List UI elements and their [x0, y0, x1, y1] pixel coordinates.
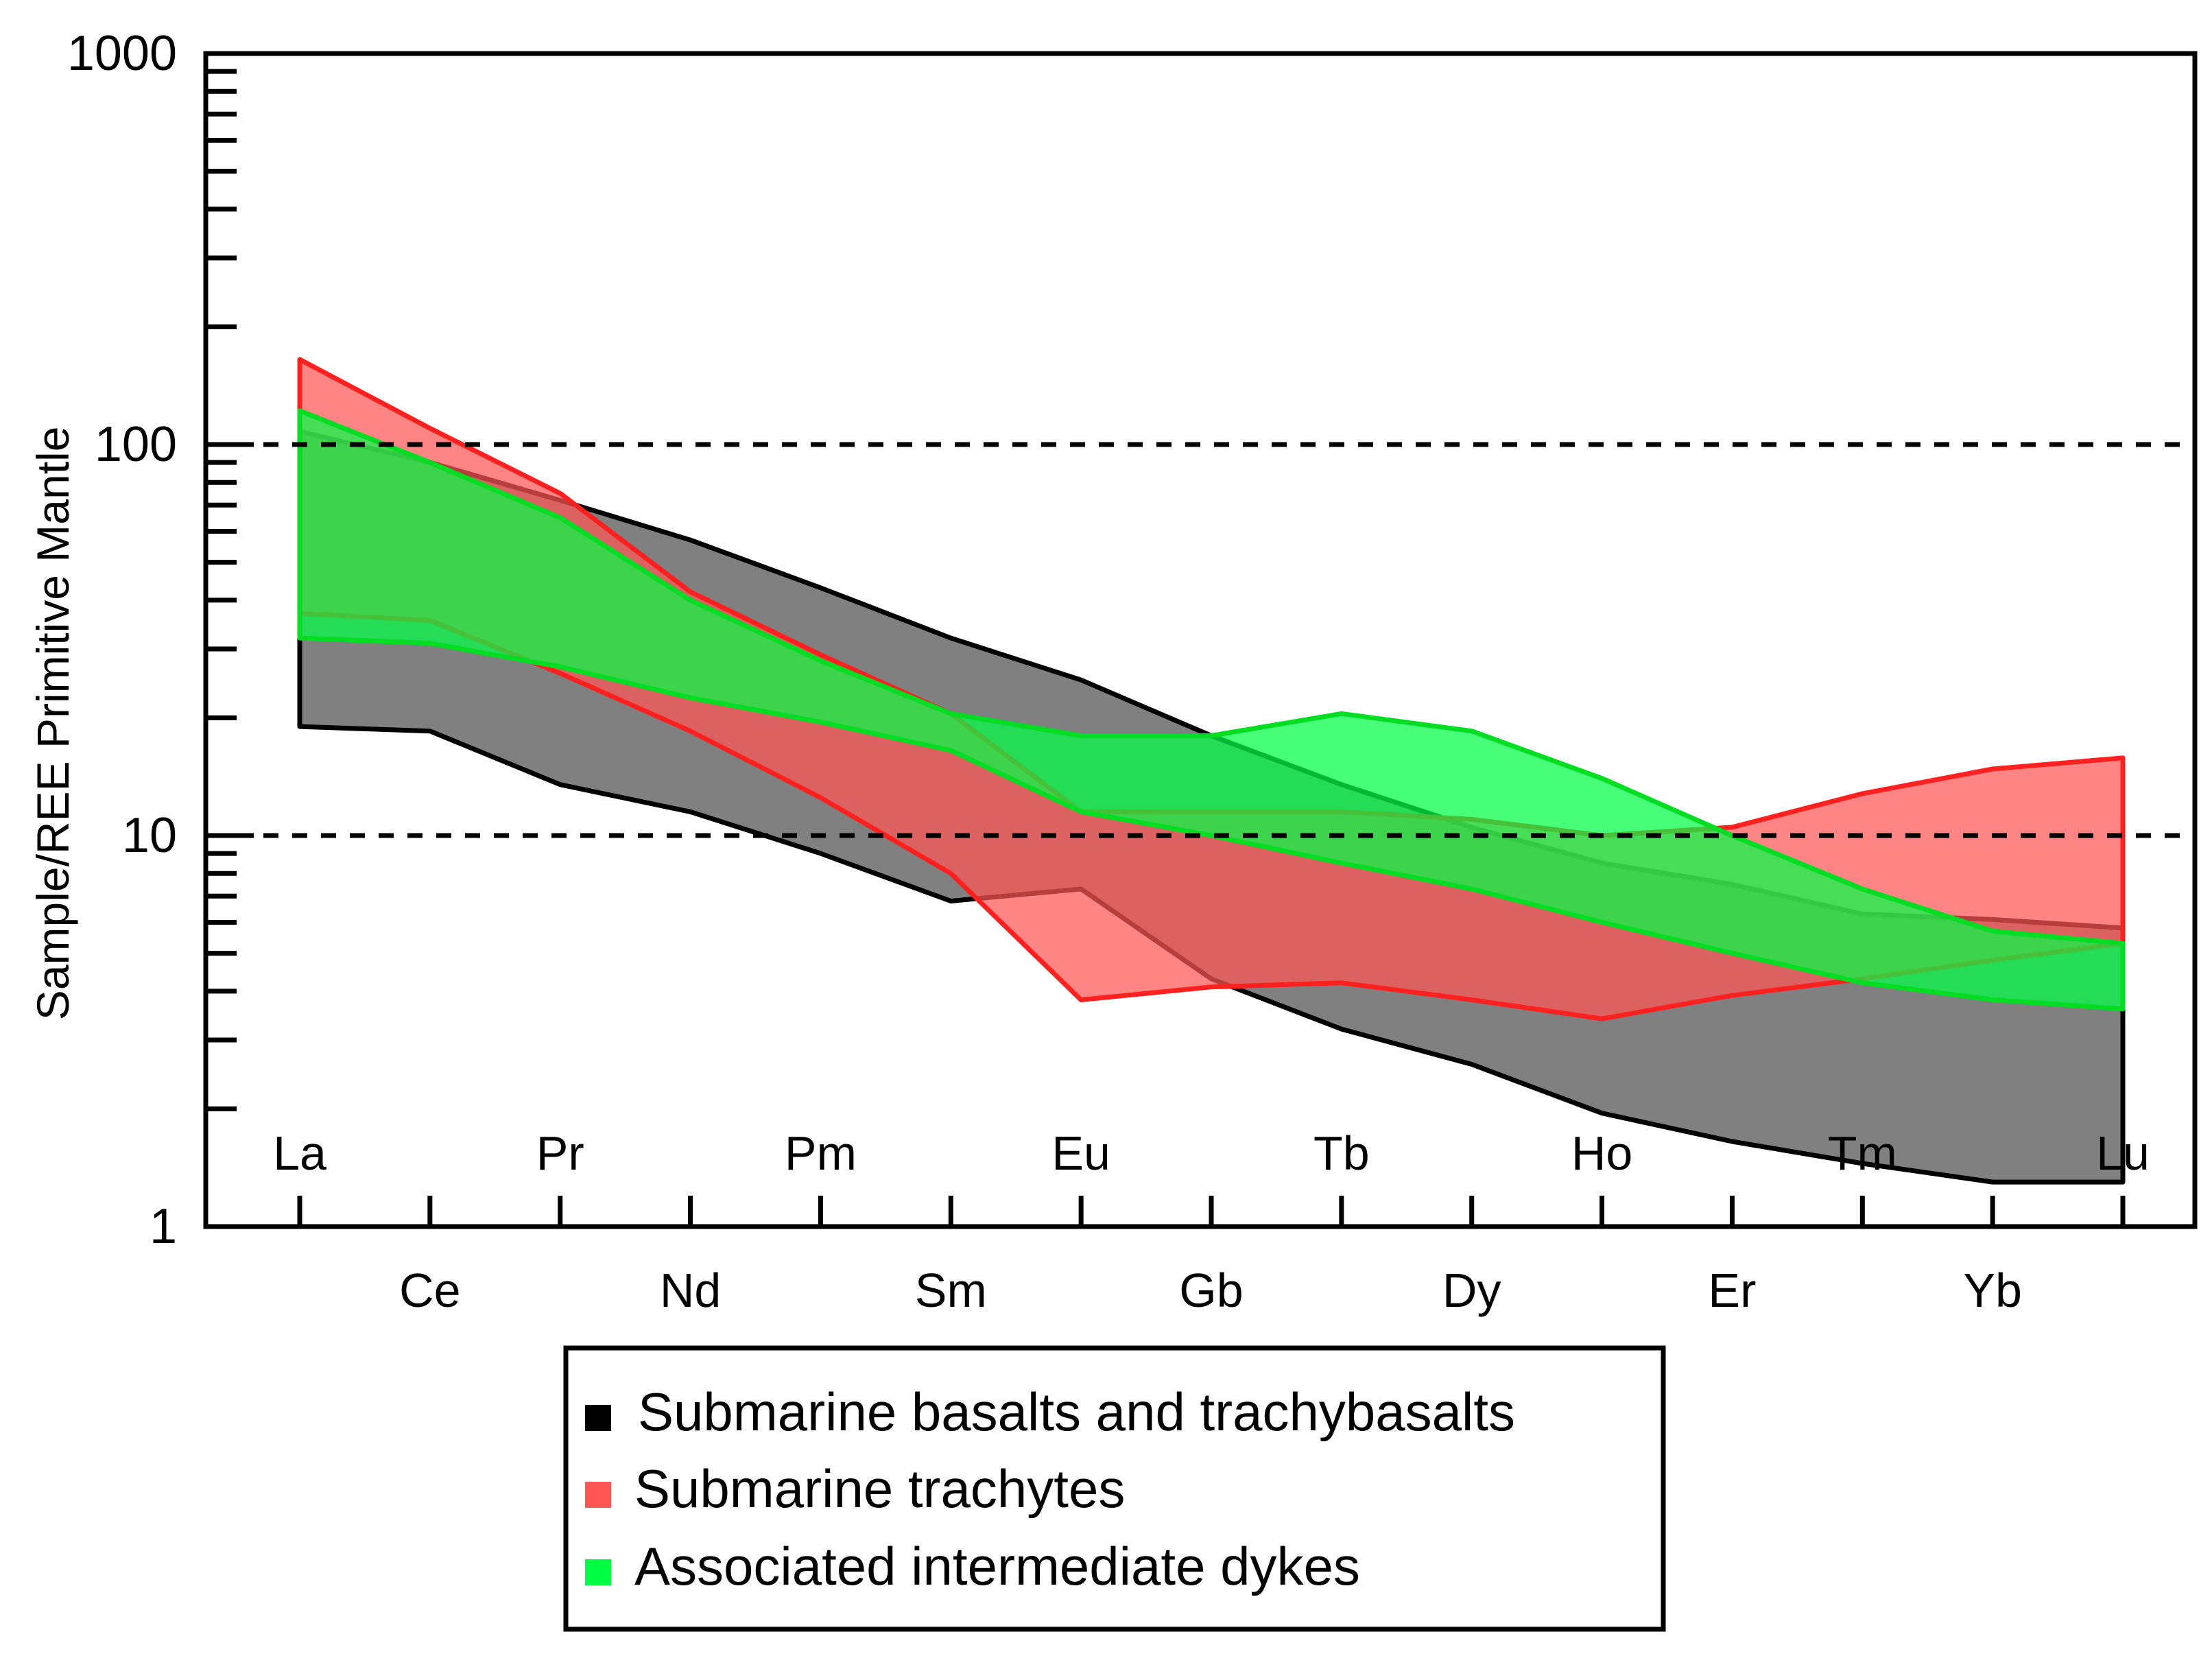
legend-swatch-dykes [585, 1559, 611, 1585]
series-area-associated-intermediate-dykes [297, 408, 2126, 1012]
plot-frame [203, 51, 2198, 1229]
series-areas [297, 357, 2126, 1185]
x-label-ho: Ho [1571, 1126, 1632, 1180]
x-label-dy: Dy [1442, 1264, 1501, 1317]
y-axis: 1 10 100 1000 [67, 26, 254, 1254]
legend-swatch-trachytes [585, 1482, 611, 1508]
x-label-pr: Pr [536, 1126, 584, 1180]
x-label-tb: Tb [1313, 1126, 1370, 1180]
legend-swatch-basalts [585, 1405, 611, 1431]
y-axis-title: Sample/REE Primitive Mantle [27, 427, 78, 1021]
x-label-lu: Lu [2096, 1126, 2150, 1180]
x-label-sm: Sm [915, 1264, 987, 1317]
x-axis: La Ce Pr Nd Pm Sm Eu Gb Tb Dy Ho Er Tm Yb Lu [273, 1126, 2150, 1317]
x-label-ce: Ce [399, 1264, 460, 1317]
x-label-er: Er [1708, 1264, 1756, 1317]
y-tick-label-10: 10 [122, 808, 177, 863]
x-label-gb: Gb [1179, 1264, 1243, 1317]
x-label-nd: Nd [660, 1264, 721, 1317]
x-label-la: La [273, 1126, 326, 1180]
legend-label-basalts: Submarine basalts and trachybasalts [638, 1382, 1515, 1442]
legend-label-trachytes: Submarine trachytes [634, 1458, 1125, 1519]
legend-label-dykes: Associated intermediate dykes [634, 1536, 1360, 1596]
x-label-eu: Eu [1051, 1126, 1110, 1180]
y-tick-label-1000: 1000 [67, 26, 177, 81]
y-tick-label-1: 1 [150, 1199, 177, 1254]
reference-lines [206, 442, 2195, 838]
x-label-yb: Yb [1963, 1264, 2022, 1317]
legend-box [563, 1345, 1666, 1632]
x-label-pm: Pm [785, 1126, 857, 1180]
y-tick-label-100: 100 [95, 417, 177, 472]
x-label-tm: Tm [1828, 1126, 1897, 1180]
legend: Submarine basalts and trachybasalts Subm… [563, 1345, 1666, 1632]
